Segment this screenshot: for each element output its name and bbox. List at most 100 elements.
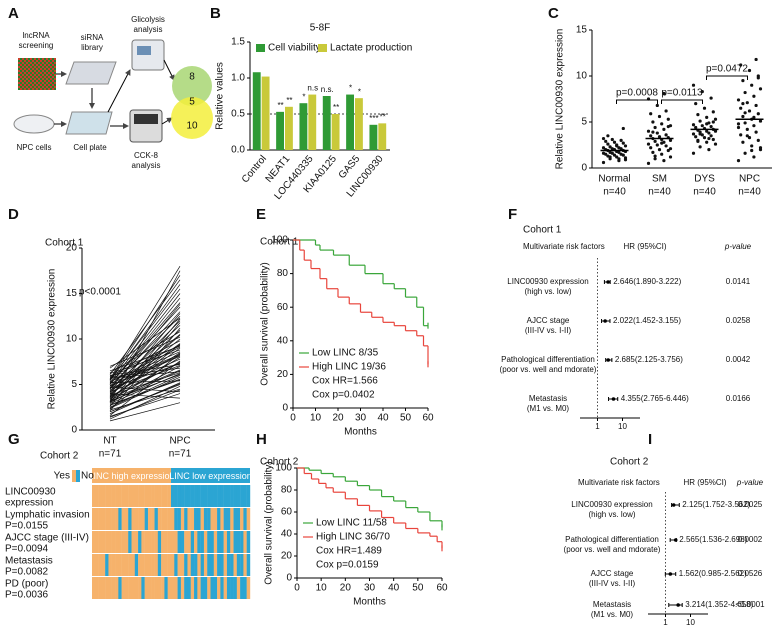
data-point xyxy=(709,134,713,138)
paired-line xyxy=(109,346,181,383)
legend-label: No xyxy=(81,471,94,482)
paired-line xyxy=(109,279,181,375)
heat-cell xyxy=(118,508,122,530)
paired-line xyxy=(109,386,181,393)
y-axis-label: Relative LINC00930 expression xyxy=(555,29,566,170)
heat-cell xyxy=(105,485,109,507)
venn-circle xyxy=(171,97,213,139)
factor-detail: (III-IV vs. I-II) xyxy=(589,579,636,588)
data-point xyxy=(666,117,670,121)
data-point xyxy=(660,141,664,145)
heat-cell xyxy=(223,554,228,576)
heat-cell xyxy=(197,485,201,507)
data-point xyxy=(756,76,760,80)
data-point xyxy=(739,63,743,67)
hazard-ratio-label: 2.125(1.752-3.562) xyxy=(682,500,750,509)
hazard-ratio-point xyxy=(668,572,673,576)
x-tick-label: 20 xyxy=(340,583,352,594)
y-tick-label: 0 xyxy=(71,425,77,436)
heat-cell xyxy=(243,531,247,553)
step-label: library xyxy=(81,43,103,52)
paired-line xyxy=(109,266,181,380)
heat-cell xyxy=(164,554,168,576)
p-value-label: 0.0526 xyxy=(738,569,763,578)
heat-cell xyxy=(128,508,132,530)
heat-cell xyxy=(118,577,122,599)
data-point xyxy=(696,113,700,117)
data-point xyxy=(651,150,655,154)
data-point xyxy=(612,153,617,157)
data-point xyxy=(736,122,741,126)
y-tick-label: 10 xyxy=(576,71,588,82)
data-point xyxy=(705,115,709,119)
x-tick-label: SM xyxy=(652,174,667,185)
heat-cell xyxy=(115,554,119,576)
heat-cell xyxy=(124,485,129,507)
heat-cell xyxy=(164,508,168,530)
data-point xyxy=(752,115,756,119)
heat-cell xyxy=(92,508,96,530)
heat-cell xyxy=(115,531,119,553)
heat-cell xyxy=(144,554,149,576)
data-point xyxy=(604,139,608,143)
bar xyxy=(369,124,378,150)
data-point xyxy=(711,120,715,124)
legend-swatch xyxy=(76,470,80,482)
heat-cell xyxy=(111,485,116,507)
heat-cell xyxy=(217,554,221,576)
p-value-label: 0.0258 xyxy=(726,316,751,325)
heat-cell xyxy=(243,485,247,507)
heat-cell xyxy=(213,554,218,576)
data-point xyxy=(756,112,760,116)
paired-line xyxy=(109,270,181,402)
heat-cell xyxy=(207,577,211,599)
data-point xyxy=(752,155,756,159)
chart-title: Cohort 2 xyxy=(260,457,299,468)
significance-label: ** xyxy=(333,103,339,112)
data-point xyxy=(649,112,653,116)
heat-cell xyxy=(210,485,214,507)
heat-cell xyxy=(151,531,155,553)
y-tick-label: 60 xyxy=(277,302,289,313)
paired-line xyxy=(109,353,181,410)
data-point xyxy=(743,90,747,95)
heat-cell xyxy=(115,577,119,599)
heat-cell xyxy=(98,554,103,576)
hazard-ratio-label: 3.214(1.352-4.658) xyxy=(685,600,753,609)
heat-cell xyxy=(154,508,159,530)
y-axis-label: Relative LINC00930 expression xyxy=(47,269,58,410)
paired-line xyxy=(109,345,181,378)
heat-cell xyxy=(98,508,103,530)
heat-cell xyxy=(200,531,205,553)
heat-cell xyxy=(180,577,185,599)
heat-cell xyxy=(187,531,191,553)
chart-title: Cohort 1 xyxy=(45,238,84,249)
heat-cell xyxy=(203,508,208,530)
heat-cell xyxy=(138,531,142,553)
x-tick-label: 40 xyxy=(377,413,389,424)
significance-label: ** xyxy=(286,96,292,105)
heat-cell xyxy=(95,531,99,553)
data-point xyxy=(691,83,696,87)
step-label: Cell plate xyxy=(73,143,107,152)
data-point xyxy=(619,138,623,142)
data-point xyxy=(711,137,715,142)
paired-line xyxy=(109,338,181,396)
data-point xyxy=(691,132,696,136)
paired-line xyxy=(109,382,181,414)
heat-cell xyxy=(171,577,175,599)
heat-cell xyxy=(184,531,188,553)
heat-cell xyxy=(243,554,247,576)
factor-label: LINC00930 expression xyxy=(507,277,588,286)
row-label: AJCC stage (III-IV) xyxy=(5,533,89,544)
factor-detail: (poor vs. well and mdorate) xyxy=(500,365,597,374)
venn-circle xyxy=(172,66,212,106)
heat-cell xyxy=(200,508,205,530)
heat-cell xyxy=(174,508,178,530)
heat-cell xyxy=(108,485,112,507)
data-point xyxy=(750,144,754,148)
data-point xyxy=(664,109,668,113)
legend-label: Yes xyxy=(54,471,70,482)
heat-cell xyxy=(164,577,168,599)
step-label: analysis xyxy=(132,161,161,170)
